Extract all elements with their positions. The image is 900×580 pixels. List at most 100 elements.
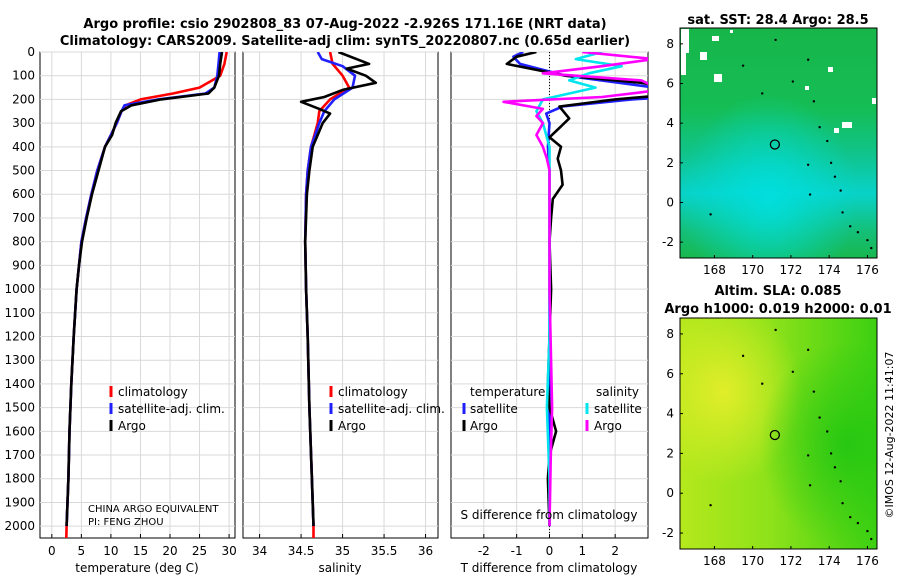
x-tick-label: 25 [192,544,207,558]
x-tick-label: 5 [78,544,86,558]
island-dot [791,80,795,83]
y-tick-label: 100 [12,69,35,83]
x-tick-label: 34 [252,544,267,558]
y-tick-label: 1900 [4,495,35,509]
island-dot [774,38,777,42]
island-dot [806,163,810,167]
sla-island-dots [709,328,873,541]
x-tick-label: 35.5 [371,544,398,558]
x-tick-label: 35 [335,544,350,558]
temperature-ticks: 0 5 10 15 20 25 300100200300400500600700800900… [4,45,236,558]
map-y-tick-label: 8 [666,37,674,51]
sla-map-title-line2: Argo h1000: 0.019 h2000: 0.01 [664,302,891,317]
series-line-argo [65,52,224,527]
legend-label-climatology: climatology [118,385,188,399]
map-y-tick-label: 4 [666,116,674,130]
x-tick-label: 0 [546,544,554,558]
y-tick-label: 0 [27,45,35,59]
temperature-legend: climatology satellite-adj. clim. Argo [109,385,225,433]
map-x-tick-label: 174 [818,554,841,568]
x-tick-label: 2 [611,544,619,558]
difference-legend: temperature salinity satellite Argo sate… [462,385,642,433]
legend-title-salinity: salinity [596,385,639,399]
sst-map-frame [679,27,878,259]
island-dot [856,521,860,525]
y-tick-label: 600 [12,187,35,201]
x-tick-label: -1 [511,544,523,558]
salinity-legend: climatology satellite-adj. clim. Argo [329,385,445,433]
sst-field-cool-patch [680,28,877,258]
island-dot [812,390,816,393]
y-tick-label: 2000 [4,519,35,533]
y-tick-label: 1000 [4,282,35,296]
map-y-tick-label: -2 [662,235,674,249]
x-tick-label: 30 [221,544,236,558]
island-dot [870,537,873,541]
y-tick-label: 1200 [4,329,35,343]
island-dot [818,125,821,129]
temperature-axes-box [39,51,236,539]
x-tick-label: 36 [418,544,433,558]
figure-title-line1: Argo profile: csio 2902808_83 07-Aug-202… [83,17,606,32]
y-tick-label: 900 [12,258,35,272]
legend-label-sal-argo: Argo [594,419,622,433]
island-dot [806,348,810,352]
legend-label-temp-satellite: satellite [470,402,518,416]
map-x-tick-label: 170 [741,554,764,568]
island-dot [741,64,745,67]
x-tick-label: 20 [162,544,177,558]
sst-map-ticks: 168 170 172 174 176 -2 0 2 4 6 8 [662,37,879,277]
map-x-tick-label: 168 [703,263,726,277]
island-dot [826,139,829,143]
temperature-annotation-line2: PI: FENG ZHOU [88,517,164,528]
difference-lines [502,52,648,527]
island-dot [709,503,712,507]
x-tick-label: -2 [478,544,490,558]
y-tick-label: 1400 [4,377,35,391]
island-dot [806,58,810,61]
x-tick-label: 15 [133,544,148,558]
sla-field-low-patch [680,318,877,549]
map-y-tick-label: 6 [666,367,674,381]
island-dot [833,466,837,469]
temperature-annotation-line1: CHINA ARGO EQUIVALENT [88,504,219,515]
y-tick-label: 500 [12,164,35,178]
sla-map-frame [679,317,878,550]
island-dot [841,501,844,505]
y-tick-label: 700 [12,211,35,225]
legend-label-satellite: satellite-adj. clim. [118,402,225,416]
salinity-axes-box [242,51,439,539]
sla-float-marker [769,429,781,441]
map-y-tick-label: 2 [666,446,674,460]
island-dot [806,454,810,457]
island-dot [839,189,842,192]
y-tick-label: 1100 [4,306,35,320]
island-dot [866,238,869,242]
map-x-tick-label: 174 [818,263,841,277]
sst-island-dots [709,38,873,250]
legend-label-temp-argo: Argo [470,419,498,433]
island-dot [839,480,842,483]
series-line-temperature-argo [505,52,648,527]
map-y-tick-label: 8 [666,327,674,341]
y-tick-label: 400 [12,140,35,154]
y-tick-label: 1700 [4,448,35,462]
island-dot [808,484,812,487]
island-dot [761,382,764,385]
map-x-tick-label: 168 [703,554,726,568]
x-tick-label: 1 [579,544,587,558]
salinity-grid [243,51,438,538]
map-x-tick-label: 176 [856,263,879,277]
figure-title-line2: Climatology: CARS2009. Satellite-adj cli… [60,34,630,49]
island-dot [791,370,795,373]
y-tick-label: 1800 [4,472,35,486]
legend-label-climatology: climatology [338,385,408,399]
difference-xlabel: T difference from climatology [460,561,638,575]
island-dot [856,231,860,234]
salinity-lines [299,52,378,538]
sst-map-panel: sat. SST: 28.4 Argo: 28.5 168 170 172 174 17… [662,13,879,277]
island-dot [866,529,869,533]
map-y-tick-label: -2 [662,526,674,540]
